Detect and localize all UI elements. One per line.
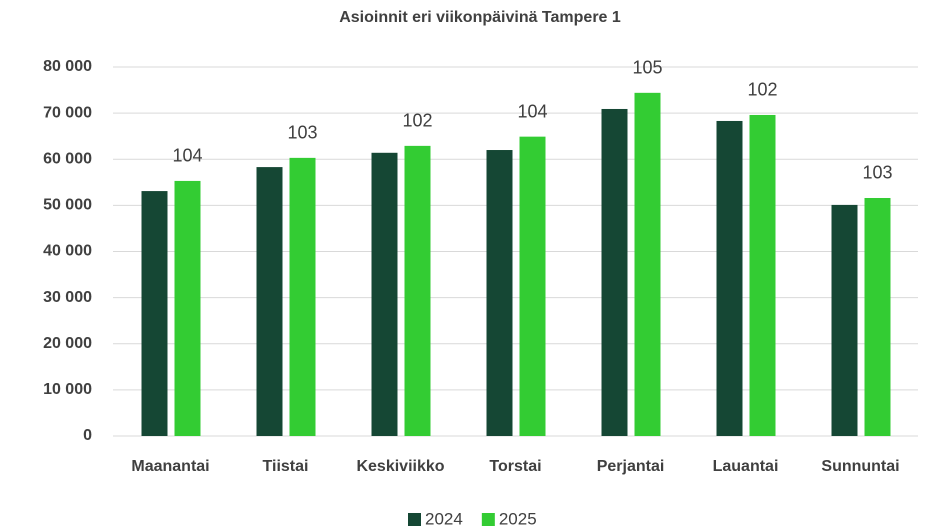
legend-swatch [481, 513, 495, 526]
x-tick-label: Sunnuntai [821, 458, 899, 475]
annotation: 102 [747, 80, 777, 100]
bar [486, 150, 513, 436]
bar [289, 157, 316, 436]
legend-swatch [408, 513, 421, 526]
legend-label: 2025 [499, 509, 537, 528]
bar [601, 108, 628, 436]
bar [174, 180, 201, 436]
y-tick-label: 60 000 [43, 150, 92, 167]
x-tick-label: Lauantai [713, 458, 779, 475]
y-tick-label: 40 000 [43, 243, 92, 260]
bar [749, 114, 776, 436]
x-tick-label: Perjantai [597, 458, 665, 475]
x-tick-label: Tiistai [263, 458, 309, 475]
y-tick-label: 70 000 [43, 104, 92, 121]
bar [371, 152, 398, 437]
annotation: 104 [172, 146, 202, 166]
bar [519, 136, 546, 436]
annotation: 105 [632, 58, 662, 78]
x-tick-label: Keskiviikko [356, 458, 444, 475]
x-tick-label: Maanantai [131, 458, 209, 475]
chart-title: Asioinnit eri viikonpäivinä Tampere 1 [339, 9, 621, 26]
bar [864, 197, 891, 436]
bar [256, 167, 283, 436]
annotation: 103 [287, 123, 317, 143]
bar [716, 120, 743, 436]
bar [831, 204, 858, 436]
legend-label: 2024 [425, 509, 463, 528]
y-tick-label: 0 [83, 427, 92, 444]
bar [634, 92, 661, 436]
bar [404, 145, 431, 436]
y-tick-label: 50 000 [43, 197, 92, 214]
annotation: 102 [402, 111, 432, 131]
annotation: 103 [862, 163, 892, 183]
x-tick-label: Torstai [489, 458, 541, 475]
y-tick-label: 10 000 [43, 381, 92, 398]
y-tick-label: 30 000 [43, 289, 92, 306]
annotation: 104 [517, 101, 547, 121]
bar [141, 191, 168, 436]
y-tick-label: 80 000 [43, 58, 92, 75]
y-tick-label: 20 000 [43, 335, 92, 352]
